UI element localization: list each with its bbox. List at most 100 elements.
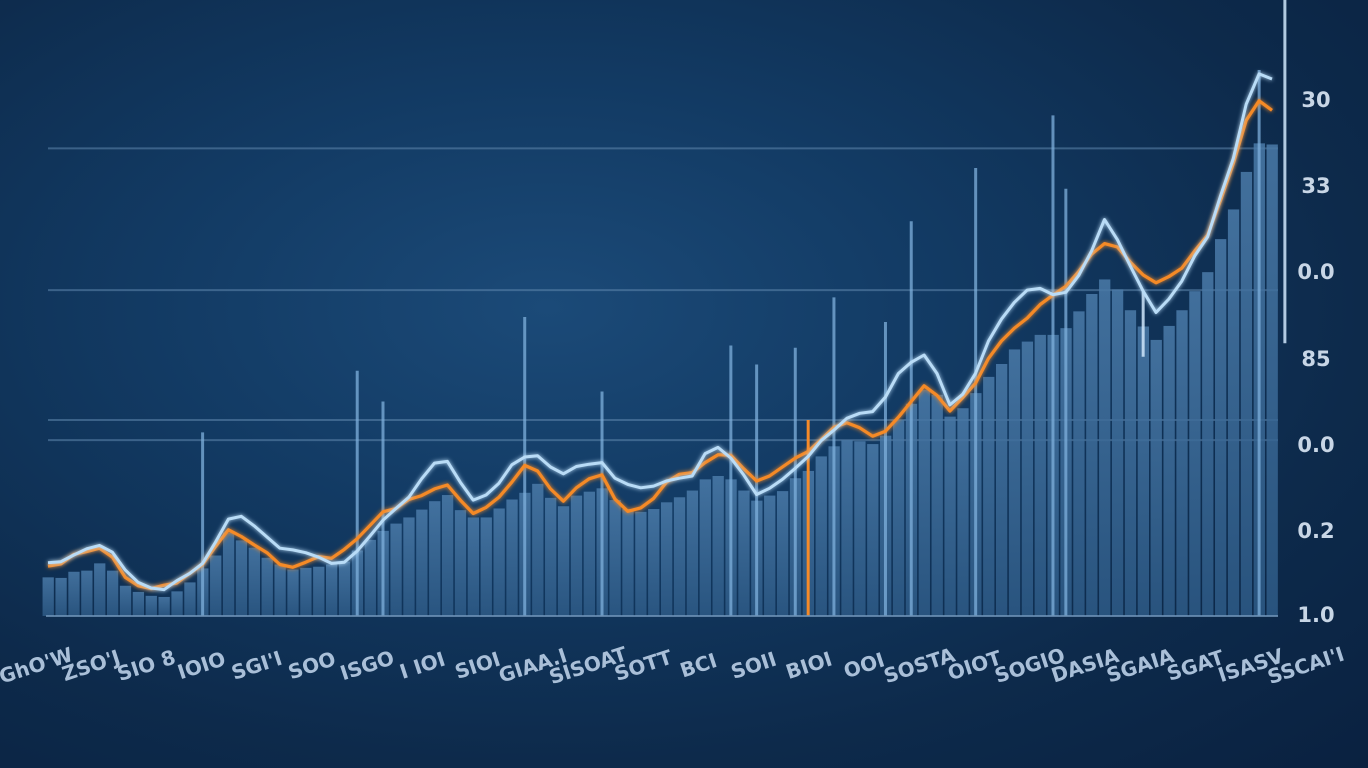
bar — [81, 570, 93, 616]
bar — [493, 508, 505, 616]
bar — [854, 441, 866, 616]
bar — [776, 491, 789, 616]
bar — [480, 517, 492, 616]
bar — [545, 497, 557, 616]
y-tick-label: 1.0 — [1297, 603, 1334, 627]
bar — [609, 500, 621, 616]
series-lines — [47, 72, 1273, 592]
bar — [532, 483, 544, 616]
bar — [1099, 279, 1111, 616]
bar — [429, 501, 441, 616]
spikes — [201, 0, 1287, 616]
bar — [132, 591, 145, 616]
bar — [261, 557, 273, 616]
bar — [313, 566, 325, 616]
bar — [403, 517, 415, 616]
bar — [454, 510, 467, 616]
bar — [248, 547, 260, 616]
bar — [673, 497, 686, 616]
bar — [699, 479, 711, 616]
bar — [1240, 171, 1253, 617]
bar — [1073, 311, 1085, 616]
bar — [1215, 239, 1227, 616]
bar — [300, 567, 312, 616]
bar — [210, 555, 222, 616]
x-tick-label: I IOI — [397, 647, 448, 684]
bar — [648, 509, 660, 616]
x-tick-label: BCI — [677, 648, 720, 682]
bar — [635, 511, 647, 616]
bar — [995, 364, 1008, 616]
bar — [119, 585, 132, 616]
bar — [390, 523, 402, 616]
series-line — [47, 99, 1273, 591]
bar — [841, 440, 853, 616]
bar — [622, 509, 634, 616]
bar — [661, 502, 673, 616]
bar — [467, 517, 480, 616]
x-tick-label: SGI'I — [228, 646, 285, 685]
bar — [506, 499, 518, 616]
bar — [1086, 294, 1098, 616]
x-tick-label: SIO 8 — [114, 645, 178, 686]
x-tick-label: IOIO — [175, 646, 229, 684]
bar — [738, 490, 750, 616]
bar — [983, 376, 995, 616]
bar — [94, 563, 106, 616]
bar — [1034, 334, 1046, 616]
bar — [68, 571, 80, 616]
bar — [171, 591, 183, 616]
y-tick-label: 30 — [1301, 88, 1330, 112]
bar — [1008, 349, 1021, 616]
y-tick-label: 33 — [1301, 174, 1330, 198]
bar — [416, 509, 428, 616]
bar — [570, 495, 583, 616]
bars — [42, 143, 1278, 617]
bar — [55, 577, 67, 616]
bar — [1202, 272, 1214, 616]
bar — [441, 495, 454, 616]
y-tick-label: 85 — [1301, 347, 1330, 371]
bar — [918, 389, 930, 616]
x-tick-label: BIOI — [783, 647, 835, 684]
bar — [1150, 339, 1162, 616]
y-tick-label: 0.2 — [1297, 519, 1334, 543]
bar — [1111, 289, 1124, 616]
x-tick-label: SOO — [285, 646, 338, 684]
x-tick-label: ISGO — [337, 645, 397, 685]
bar — [583, 491, 595, 616]
bar — [815, 456, 827, 616]
grid — [48, 147, 1278, 442]
y-axis-ticks: 30 33 0.0 85 0.0 0.2 1.0 — [1297, 88, 1334, 627]
bar — [892, 420, 905, 616]
series-line — [47, 72, 1273, 592]
bar — [1163, 325, 1175, 616]
bar — [867, 444, 879, 616]
bar — [338, 561, 351, 616]
bar — [158, 596, 170, 616]
bar — [764, 495, 776, 616]
bar — [1227, 209, 1240, 616]
y-tick-label: 0.0 — [1297, 433, 1334, 457]
bar — [1021, 341, 1034, 616]
x-tick-label: SOII — [728, 647, 779, 684]
bar — [957, 408, 969, 616]
bar — [287, 569, 299, 616]
bar — [106, 570, 119, 616]
bar — [42, 577, 54, 616]
bar — [1137, 326, 1149, 616]
bar — [931, 394, 943, 616]
bar — [944, 416, 956, 616]
bar — [326, 564, 338, 616]
bar — [235, 540, 248, 616]
bar — [274, 564, 286, 616]
bar — [557, 506, 570, 616]
bar — [222, 532, 235, 616]
bar — [712, 476, 724, 616]
bar — [1266, 144, 1278, 617]
bar — [686, 490, 699, 616]
bar — [145, 595, 157, 616]
bar — [364, 539, 376, 616]
